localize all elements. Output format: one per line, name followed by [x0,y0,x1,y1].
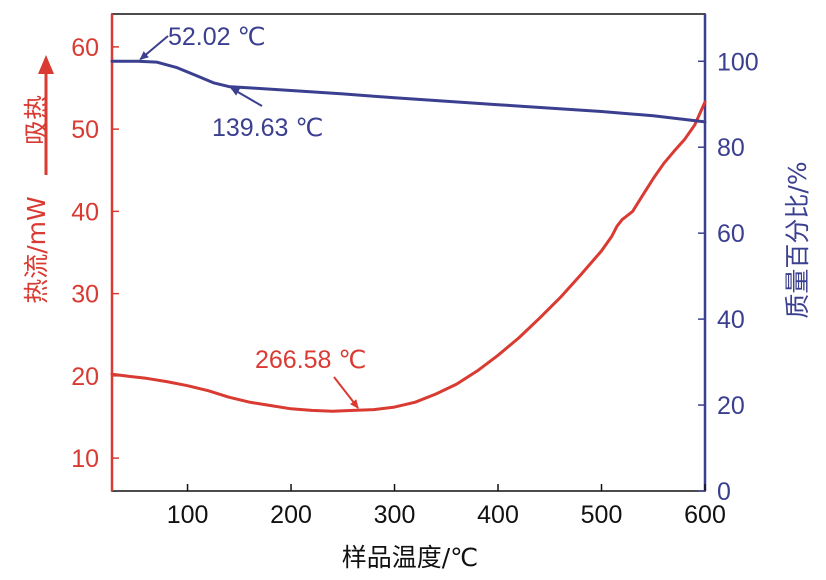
annotation-52-02-arrow [139,35,169,61]
left-tick-label: 40 [71,198,99,226]
right-axis-ticks: 0 20 40 60 80 100 [698,48,759,506]
plot-frame [111,13,706,492]
left-axis-ticks: 10 20 30 40 50 60 [71,34,119,473]
series-layer [110,59,707,413]
x-tick-label: 300 [374,501,416,529]
left-tick-label: 50 [71,116,99,144]
left-tick-label: 30 [71,281,99,309]
annotation-layer: 52.02 ℃ 139.63 ℃ 266.58 ℃ [139,23,367,409]
right-tick-label: 0 [717,478,731,506]
annotation-139-63-label: 139.63 ℃ [212,114,324,142]
annotation-52-02-label: 52.02 ℃ [168,23,266,51]
right-tick-label: 80 [717,134,745,162]
right-axis-label: 质量百分比/% [783,161,812,318]
x-tick-label: 500 [581,501,623,529]
right-tick-label: 100 [717,48,759,76]
x-tick-label: 200 [270,501,312,529]
x-axis-ticks: 100 200 300 400 500 600 [167,484,726,529]
annotation-266-58-label: 266.58 ℃ [255,346,367,374]
x-tick-label: 400 [477,501,519,529]
x-axis-label: 样品温度/℃ [342,543,479,572]
x-tick-label: 100 [167,501,209,529]
right-tick-label: 20 [717,392,745,420]
annotation-266-58-arrow [333,376,359,409]
left-tick-label: 60 [71,34,99,62]
x-tick-label: 600 [684,501,726,529]
mass-percent-line [110,59,707,124]
right-tick-label: 40 [717,306,745,334]
left-tick-label: 10 [71,445,99,473]
endothermic-arrow [38,55,54,175]
left-axis-label: 热流/mW [22,196,51,304]
right-tick-label: 60 [717,220,745,248]
left-tick-label: 20 [71,363,99,391]
heat-flow-line [110,100,707,413]
annotation-139-63-arrow [230,87,263,107]
